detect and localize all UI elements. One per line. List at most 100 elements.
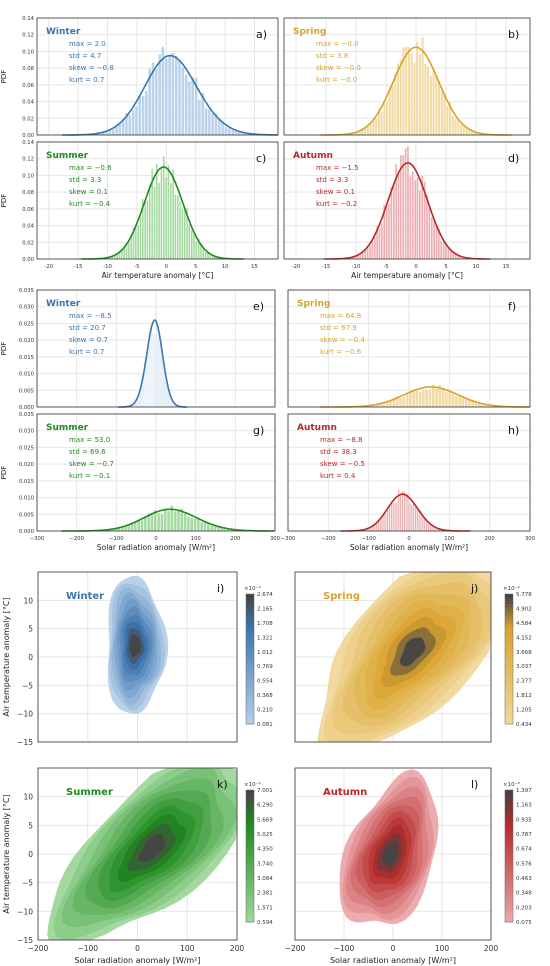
histogram-bar (449, 250, 452, 260)
colorbar-segment (246, 872, 254, 877)
colorbar-segment (505, 905, 513, 910)
x-tick-label: -10 (103, 264, 112, 270)
colorbar-segment (505, 707, 513, 712)
histogram-bar (440, 240, 443, 260)
histogram-bar (434, 388, 439, 408)
x-tick-label: 300 (525, 536, 536, 542)
y-tick-label: 0.04 (22, 100, 34, 106)
stat-text: std = 3.3 (316, 176, 348, 184)
histogram-bar (204, 251, 207, 260)
season-label: Summer (46, 151, 89, 161)
stat-text: skew = 0.7 (69, 336, 108, 344)
histogram-bar (413, 62, 416, 136)
colorbar-segment (505, 665, 513, 670)
colorbar-scale: ×10⁻³ (503, 781, 520, 788)
x-tick-label: -5 (383, 264, 388, 270)
histogram-bar (166, 510, 171, 532)
stat-text: skew = 0.1 (69, 188, 108, 196)
colorbar-segment (505, 600, 513, 605)
colorbar-segment (246, 678, 254, 683)
stat-text: skew = −0.5 (320, 460, 365, 468)
colorbar-segment (505, 869, 513, 873)
colorbar-segment (505, 613, 513, 618)
y-tick-label: 0.06 (22, 207, 34, 213)
colorbar-segment (505, 717, 513, 722)
histogram-bar (144, 90, 148, 136)
y-tick-label: −5 (22, 681, 33, 690)
colorbar-segment (246, 597, 254, 601)
x-tick-label: −100 (109, 536, 124, 542)
colorbar-segment (505, 849, 513, 854)
kde-line (320, 46, 512, 136)
colorbar-tick-label: 5.025 (257, 832, 273, 838)
x-axis-label: Air temperature anomaly [°C] (351, 271, 463, 280)
histogram-bar (441, 387, 445, 408)
histogram-bar (158, 331, 160, 408)
histogram-bar (157, 336, 159, 408)
density-contour (138, 833, 166, 862)
x-tick-label: 5 (194, 264, 197, 270)
colorbar-tick-label: 4.902 (516, 606, 532, 612)
colorbar-segment (505, 902, 513, 906)
histogram-bar (435, 74, 438, 136)
stat-text: kurt = −0.4 (69, 200, 111, 208)
colorbar-segment (246, 714, 254, 718)
histogram-bar (380, 223, 383, 260)
x-tick-label: 200 (485, 536, 496, 542)
colorbar-tick-label: 0.787 (516, 832, 532, 838)
colorbar-scale: ×10⁻⁴ (244, 781, 262, 788)
colorbar-tick-label: 1.321 (257, 635, 273, 641)
histogram-bar (227, 127, 231, 136)
colorbar-segment (505, 918, 513, 923)
season-label: Autumn (323, 787, 367, 798)
y-tick-label: −5 (22, 879, 33, 888)
y-tick-label: 0.010 (19, 496, 35, 502)
histogram-bar (399, 495, 402, 532)
colorbar-segment (505, 649, 513, 653)
colorbar-segment (246, 826, 254, 831)
density-contour (129, 634, 141, 658)
y-tick-label: 0.02 (22, 116, 34, 122)
stat-text: max = 53.0 (69, 436, 110, 444)
colorbar-segment (505, 672, 513, 676)
histogram-bar (154, 68, 158, 136)
colorbar-segment (246, 829, 254, 834)
x-tick-label: 10 (222, 264, 229, 270)
colorbar-tick-label: 0.203 (516, 905, 532, 911)
colorbar-segment (246, 832, 254, 837)
kde-line (81, 166, 245, 260)
histogram-bar (399, 59, 403, 136)
colorbar-tick-label: 0.463 (516, 876, 532, 882)
colorbar-segment (505, 681, 513, 686)
colorbar-segment (246, 918, 254, 923)
colorbar-segment (246, 701, 254, 705)
panel-h: −300 −200 −100 0 100 200 300 Solar radiation an… (281, 413, 536, 552)
colorbar-segment (505, 620, 513, 624)
histogram-bar (451, 393, 455, 408)
colorbar-segment (246, 694, 254, 699)
histogram-bar (380, 111, 383, 136)
x-axis-label: Solar radiation anomaly [W/m²] (350, 543, 468, 552)
x-tick-label: 0 (165, 264, 169, 270)
colorbar-segment (246, 691, 254, 696)
histogram-bar (459, 124, 463, 136)
colorbar-segment (505, 594, 513, 598)
histogram-bar (160, 513, 164, 532)
histogram-bar (169, 183, 172, 260)
histogram-bar (407, 493, 409, 532)
panel-j: Spring j) 5.778 4.902 4.584 4.152 3.668 3.037 2.… (294, 571, 532, 743)
colorbar-segment (505, 616, 513, 621)
panel-label: l) (471, 778, 478, 791)
colorbar-segment (505, 862, 513, 867)
colorbar-segment (505, 790, 513, 794)
y-tick-label: 0.00 (22, 257, 34, 263)
histogram-bar (416, 177, 419, 260)
colorbar-segment (505, 915, 513, 920)
x-axis-label: Solar radiation anomaly [W/m²] (97, 543, 215, 552)
colorbar-segment (246, 819, 254, 824)
stat-text: max = 64.8 (320, 312, 361, 320)
stat-text: kurt = −0.6 (320, 348, 362, 356)
stat-text: skew = 0.1 (316, 188, 355, 196)
histogram-bar (177, 60, 182, 136)
histogram-bar (393, 72, 397, 136)
